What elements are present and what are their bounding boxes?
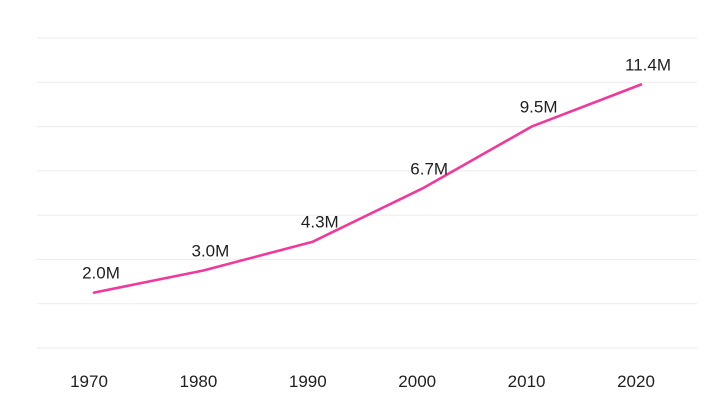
gridlines xyxy=(37,37,697,349)
data-label: 4.3M xyxy=(301,213,339,232)
data-label: 11.4M xyxy=(625,56,671,75)
x-tick-label: 1970 xyxy=(70,372,108,391)
data-label: 2.0M xyxy=(82,264,120,283)
x-axis-ticks: 1970 1980 1990 2000 2010 2020 xyxy=(70,372,655,391)
data-labels: 2.0M 3.0M 4.3M 6.7M 9.5M 11.4M xyxy=(82,56,671,283)
series-line xyxy=(92,83,643,294)
x-tick-label: 2020 xyxy=(617,372,655,391)
series-layer xyxy=(92,83,643,294)
x-tick-label: 1980 xyxy=(179,372,217,391)
data-label: 6.7M xyxy=(410,160,448,179)
data-label: 3.0M xyxy=(192,242,230,261)
data-label: 9.5M xyxy=(520,98,558,117)
x-tick-label: 2000 xyxy=(398,372,436,391)
x-tick-label: 2010 xyxy=(508,372,546,391)
x-tick-label: 1990 xyxy=(289,372,327,391)
